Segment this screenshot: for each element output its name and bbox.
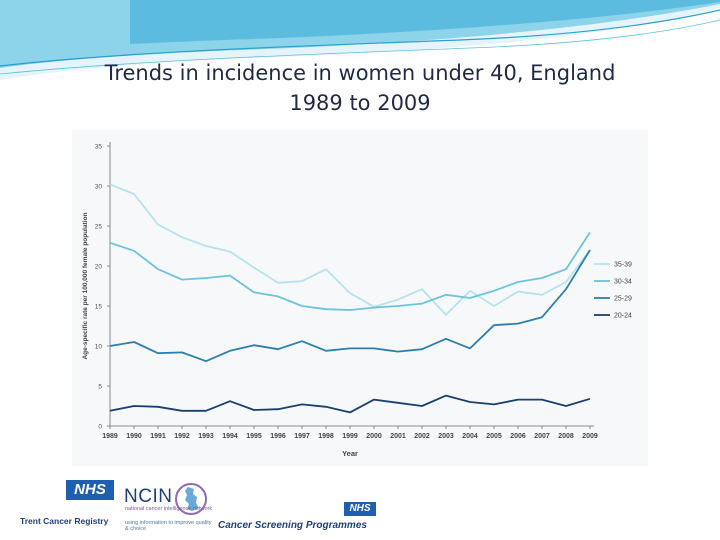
- series-line-20-24: [109, 394, 591, 414]
- trent-cancer-registry-caption: Trent Cancer Registry: [20, 516, 109, 526]
- cancer-screening-programmes-caption: Cancer Screening Programmes: [218, 520, 367, 531]
- x-tick-label: 2005: [486, 433, 502, 440]
- y-tick-label: 25: [95, 224, 103, 231]
- x-tick-label: 1991: [150, 433, 166, 440]
- header-swoosh-decoration: [0, 0, 720, 80]
- x-tick-label: 1990: [126, 433, 142, 440]
- nhs-logo-badge-right: NHS: [344, 502, 376, 516]
- y-axis-title: Age-specific rate per 100,000 female pop…: [82, 212, 89, 359]
- x-tick-label: 1992: [174, 433, 190, 440]
- ncin-tagline: national cancer intelligence network: [125, 506, 213, 512]
- ncin-logo-wordmark: NCIN: [124, 486, 173, 507]
- incidence-line-chart: 0 5 10 15 20 25 30 35 1989 1990 1991 1992 1993 1994 19…: [82, 142, 632, 458]
- series-line-35-39: [109, 183, 591, 316]
- x-tick-label: 2006: [510, 433, 526, 440]
- series-line-25-29: [109, 249, 591, 363]
- logo-footer: NHS Trent Cancer Registry NCIN national …: [0, 470, 720, 540]
- x-tick-label: 2008: [558, 433, 574, 440]
- x-tick-label: 1999: [342, 433, 358, 440]
- x-tick-label: 2009: [582, 433, 598, 440]
- y-tick-label: 5: [98, 384, 102, 391]
- slide-title: Trends in incidence in women under 40, E…: [40, 58, 680, 118]
- x-tick-label: 1998: [318, 433, 334, 440]
- x-tick-label: 2003: [438, 433, 454, 440]
- y-tick-label: 10: [95, 344, 103, 351]
- y-tick-label: 30: [95, 184, 103, 191]
- x-tick-label: 1996: [270, 433, 286, 440]
- series-line-30-34: [109, 231, 591, 311]
- x-tick-label: 2000: [366, 433, 382, 440]
- legend-label-25-29: 25-29: [614, 296, 632, 303]
- legend-label-20-24: 20-24: [614, 313, 632, 320]
- legend-label-30-34: 30-34: [614, 279, 632, 286]
- y-tick-label: 20: [95, 264, 103, 271]
- x-tick-label: 1997: [294, 433, 310, 440]
- x-tick-label: 2001: [390, 433, 406, 440]
- slide-title-line-1: Trends in incidence in women under 40, E…: [104, 61, 616, 85]
- x-tick-label: 2004: [462, 433, 478, 440]
- x-tick-label: 1995: [246, 433, 262, 440]
- y-tick-label: 15: [95, 304, 103, 311]
- x-tick-label: 2007: [534, 433, 550, 440]
- x-tick-label: 1994: [222, 433, 238, 440]
- y-tick-label: 35: [95, 144, 103, 151]
- legend-label-35-39: 35-39: [614, 262, 632, 269]
- ncin-map-icon: [175, 483, 207, 515]
- y-tick-label: 0: [98, 424, 102, 431]
- x-tick-label: 1993: [198, 433, 214, 440]
- x-tick-label: 1989: [102, 433, 118, 440]
- slide-title-line-2: 1989 to 2009: [289, 91, 431, 115]
- x-axis-title: Year: [342, 449, 358, 458]
- nhs-logo-badge-left: NHS: [66, 480, 114, 500]
- ncin-subline: using information to improve quality & c…: [125, 520, 212, 532]
- x-tick-label: 2002: [414, 433, 430, 440]
